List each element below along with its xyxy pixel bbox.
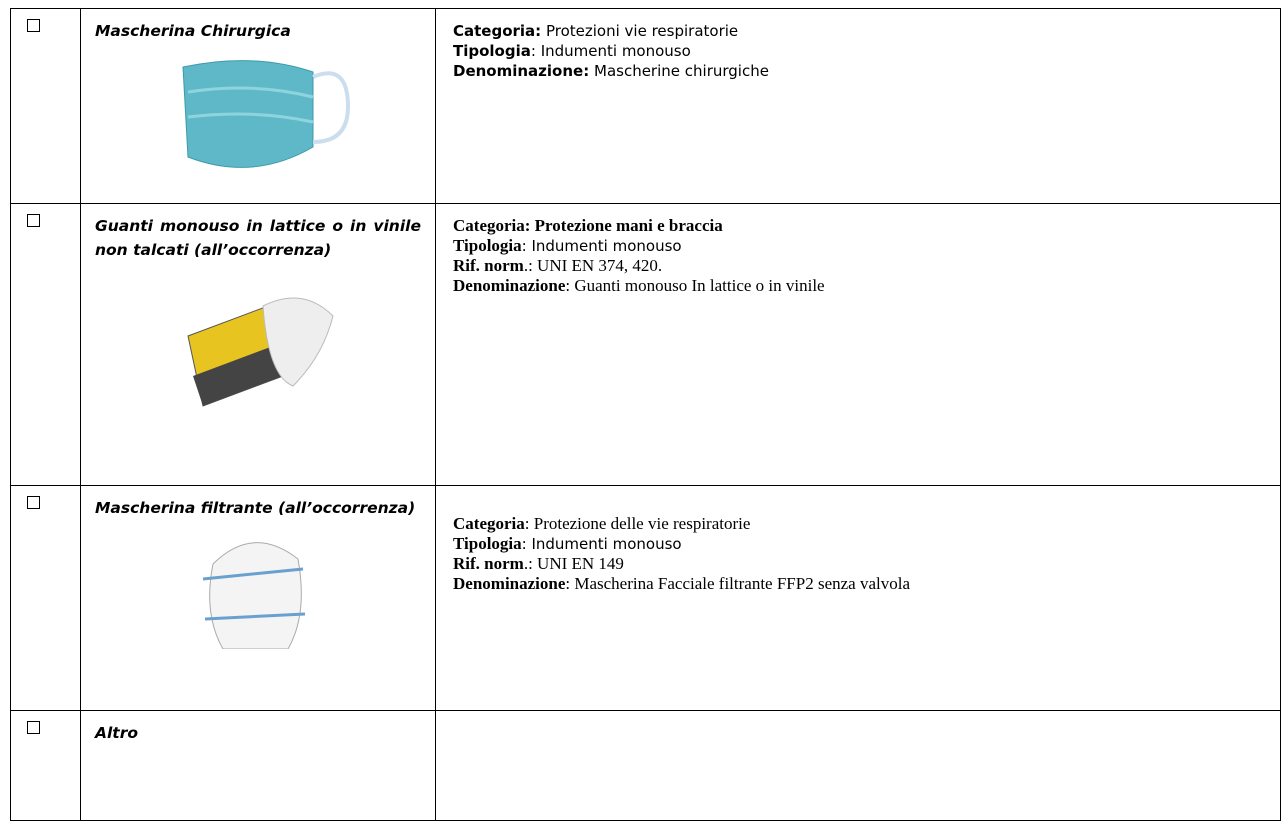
check-cell	[10, 203, 81, 486]
item-name: Guanti monouso in lattice o in vinile no…	[95, 217, 421, 259]
detail-value: : Indumenti monouso	[521, 237, 682, 255]
row: Mascherina filtrante (all’occorrenza) Ca…	[10, 485, 1281, 711]
row: Altro	[10, 710, 1281, 821]
detail-label: Denominazione:	[453, 62, 590, 80]
detail-value: Protezioni vie respiratorie	[545, 22, 739, 40]
checkbox	[27, 19, 40, 32]
details: Categoria: Protezione delle vie respirat…	[453, 514, 1280, 594]
item-cell: Mascherina Chirurgica	[80, 8, 436, 204]
detail-value: .: UNI EN 149	[523, 554, 624, 573]
item-cell: Altro	[80, 710, 436, 821]
detail-value: : Mascherina Facciale filtrante FFP2 sen…	[565, 574, 910, 593]
item-name: Altro	[95, 724, 139, 742]
item-cell: Guanti monouso in lattice o in vinile no…	[80, 203, 436, 486]
detail-label: Categoria:	[453, 22, 542, 40]
detail-value: : Guanti monouso In lattice o in vinile	[565, 276, 825, 295]
surgical-mask-image	[182, 60, 351, 168]
checkbox	[27, 721, 40, 734]
item-name: Mascherina filtrante (all’occorrenza)	[95, 499, 416, 517]
row: Mascherina Chirurgica Categoria: Protezi…	[10, 8, 1281, 204]
details-cell: Categoria: Protezione delle vie respirat…	[435, 485, 1281, 711]
detail-label: Denominazione	[453, 276, 566, 295]
detail-label: Tipologia	[453, 42, 531, 60]
details: Categoria: Protezioni vie respiratorie T…	[453, 21, 1280, 81]
check-cell	[10, 710, 81, 821]
detail-value: : Indumenti monouso	[530, 42, 691, 60]
gloves-image	[187, 297, 334, 407]
detail-label: Tipologia	[453, 534, 522, 553]
detail-value: : Indumenti monouso	[521, 535, 682, 553]
detail-label: Categoria: Protezione mani e braccia	[453, 216, 723, 235]
detail-value: .: UNI EN 374, 420.	[523, 256, 663, 275]
checkbox	[27, 496, 40, 509]
detail-value: Mascherine chirurgiche	[594, 62, 769, 80]
ppe-table: Mascherina Chirurgica Categoria: Protezi…	[10, 8, 1281, 821]
check-cell	[10, 8, 81, 204]
details-cell	[435, 710, 1281, 821]
check-cell	[10, 485, 81, 711]
detail-label: Tipologia	[453, 236, 522, 255]
detail-label: Rif. norm	[453, 554, 524, 573]
detail-label: Denominazione	[453, 574, 566, 593]
details-cell: Categoria: Protezioni vie respiratorie T…	[435, 8, 1281, 204]
row: Guanti monouso in lattice o in vinile no…	[10, 203, 1281, 486]
detail-label: Rif. norm	[453, 256, 524, 275]
checkbox	[27, 214, 40, 227]
item-name: Mascherina Chirurgica	[95, 22, 291, 40]
details-cell: Categoria: Protezione mani e braccia Tip…	[435, 203, 1281, 486]
ffp2-mask-image	[202, 542, 306, 649]
item-cell: Mascherina filtrante (all’occorrenza)	[80, 485, 436, 711]
detail-value: : Protezione delle vie respiratorie	[524, 514, 751, 533]
detail-label: Categoria	[453, 514, 525, 533]
details: Categoria: Protezione mani e braccia Tip…	[453, 216, 1280, 296]
